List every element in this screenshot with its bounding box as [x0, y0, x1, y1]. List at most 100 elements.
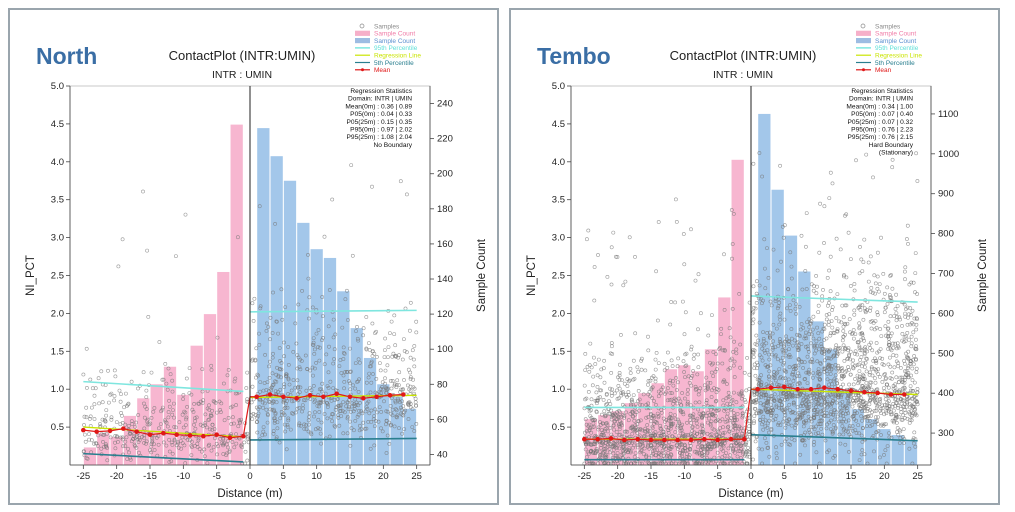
sample-point [853, 349, 858, 354]
sample-point [375, 410, 380, 415]
sample-point [723, 348, 727, 353]
sample-point [700, 444, 705, 449]
sample-point [853, 409, 857, 414]
sample-point [752, 414, 757, 419]
sample-point [666, 430, 671, 435]
sample-point [218, 436, 223, 441]
sample-point [783, 413, 788, 418]
sample-point [732, 375, 737, 379]
sample-point [393, 407, 398, 412]
sample-point [858, 307, 863, 312]
sample-point [321, 335, 325, 340]
sample-point [800, 409, 805, 413]
x-tick-label: -15 [644, 471, 658, 482]
sample-point [245, 397, 250, 402]
sample-point [288, 427, 293, 432]
sample-point [611, 448, 616, 452]
sample-point [653, 376, 658, 381]
legend-label: Regression Line [875, 53, 922, 60]
sample-point [148, 448, 152, 453]
sample-point [700, 460, 705, 465]
sample-point [276, 373, 281, 378]
sample-point [756, 338, 761, 343]
sample-point [789, 327, 794, 331]
sample-point [738, 342, 743, 347]
sample-point [825, 275, 830, 280]
sample-point [224, 453, 229, 458]
sample-point [250, 301, 255, 306]
sample-point [410, 407, 415, 412]
sample-point [617, 440, 622, 445]
sample-point [105, 458, 110, 463]
sample-point [652, 415, 657, 420]
sample-point [652, 399, 656, 403]
sample-point [815, 343, 819, 348]
sample-point [713, 419, 718, 424]
sample-point [739, 443, 743, 448]
sample-point [894, 359, 899, 364]
sample-point [887, 435, 892, 440]
sample-point [821, 395, 826, 400]
y2-tick-label: 700 [938, 269, 954, 280]
sample-point [818, 415, 823, 419]
sample-point [874, 430, 879, 435]
sample-point [728, 453, 733, 458]
sample-point [619, 393, 624, 398]
sample-point [784, 406, 789, 411]
sample-point [864, 380, 869, 385]
sample-point [652, 433, 657, 438]
sample-point [342, 410, 347, 415]
sample-point [317, 358, 322, 363]
sample-point [620, 413, 625, 418]
sample-point [207, 403, 211, 408]
sample-point [915, 179, 920, 183]
sample-point [873, 281, 878, 286]
sample-point [698, 448, 703, 453]
sample-point [776, 422, 780, 427]
sample-point [372, 414, 377, 418]
sample-point [403, 408, 408, 413]
sample-point [340, 325, 345, 330]
sample-point [864, 369, 869, 374]
sample-point [834, 410, 839, 415]
x-tick-label: 5 [782, 471, 787, 482]
sample-point [686, 433, 691, 437]
sample-point [598, 375, 603, 380]
sample-point [807, 405, 812, 410]
sample-point [820, 351, 825, 355]
sample-point [887, 342, 892, 347]
sample-point [909, 341, 914, 346]
sample-point [892, 389, 897, 394]
sample-point [289, 388, 294, 393]
sample-point [336, 396, 340, 401]
sample-point [822, 204, 827, 209]
sample-point [384, 385, 388, 390]
sample-point [752, 366, 757, 371]
sample-point [361, 333, 366, 338]
sample-point [230, 415, 235, 420]
sample-point [828, 331, 833, 336]
sample-point [674, 375, 678, 380]
sample-point [901, 435, 906, 439]
sample-point [312, 414, 316, 419]
sample-point [827, 420, 832, 425]
sample-point [160, 377, 165, 382]
sample-point [327, 344, 331, 349]
sample-point [620, 378, 624, 383]
sample-point [172, 438, 177, 443]
sample-point [850, 331, 855, 336]
sample-point [894, 430, 899, 434]
mean-marker [321, 394, 326, 400]
sample-point [846, 365, 851, 369]
mean-marker [334, 391, 339, 397]
sample-point [638, 450, 643, 455]
sample-point [726, 390, 731, 395]
sample-point [595, 398, 600, 403]
sample-point [379, 409, 384, 414]
sample-point [831, 408, 836, 413]
sample-point [771, 418, 776, 423]
sample-point [317, 345, 322, 350]
sample-point [270, 355, 275, 360]
sample-point [317, 410, 322, 414]
sample-point [341, 345, 346, 350]
